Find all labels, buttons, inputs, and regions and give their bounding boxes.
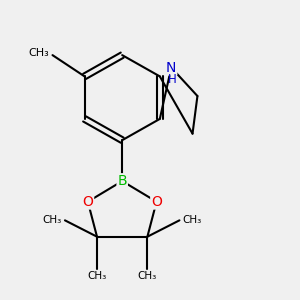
Text: O: O — [82, 195, 93, 209]
Text: O: O — [151, 195, 162, 209]
Text: CH₃: CH₃ — [87, 271, 106, 281]
Text: N: N — [166, 61, 176, 75]
Text: B: B — [117, 174, 127, 188]
Text: H: H — [167, 74, 176, 86]
Text: CH₃: CH₃ — [138, 271, 157, 281]
Text: CH₃: CH₃ — [183, 215, 202, 225]
Text: CH₃: CH₃ — [42, 215, 62, 225]
Text: CH₃: CH₃ — [28, 49, 49, 58]
